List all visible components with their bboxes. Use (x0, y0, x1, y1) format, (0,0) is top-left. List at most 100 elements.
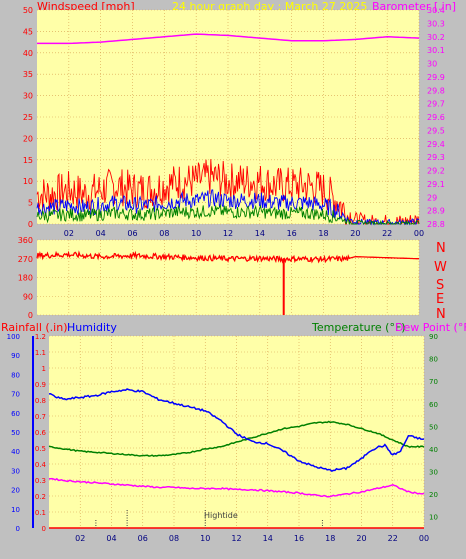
temperature-axis-title: Temperature (°F) (311, 321, 406, 334)
temperature-tick-label: 20 (429, 491, 438, 499)
barometer-tick-label: 29 (427, 193, 437, 202)
time-tick-label: 10 (200, 534, 210, 543)
rainfall-tick-label: 0.5 (35, 445, 46, 453)
direction-tick-label: 360 (18, 236, 33, 245)
temperature-tick-label: 80 (429, 356, 438, 364)
compass-n-top: N (436, 241, 446, 256)
time-tick-label: 12 (231, 534, 241, 543)
windspeed-ticks: 0 5 10 15 20 25 30 35 40 45 50 (23, 6, 33, 229)
barometer-tick-label: 30.1 (427, 46, 445, 55)
windspeed-tick-label: 0 (28, 220, 33, 229)
humidity-tick-label: 100 (7, 333, 20, 341)
time-tick-label: 06 (138, 534, 148, 543)
direction-tick-label: 180 (18, 274, 33, 283)
rainfall-tick-label: 0.3 (35, 477, 46, 485)
windspeed-tick-label: 10 (23, 177, 33, 186)
barometer-tick-label: 29.7 (427, 100, 445, 109)
humidity-tick-label: 20 (11, 487, 20, 495)
windspeed-tick-label: 45 (23, 27, 33, 36)
time-tick-label: 08 (159, 229, 169, 238)
compass-n-bottom: N (436, 307, 446, 322)
barometer-line (37, 33, 420, 45)
barometer-tick-label: 29.6 (427, 113, 445, 122)
barometer-tick-label: 30.2 (427, 33, 445, 42)
temperature-ticks: 10 20 30 40 50 60 70 80 90 (429, 333, 438, 522)
wind-average-trace (36, 189, 420, 226)
rainfall-tick-label: 1 (42, 365, 46, 373)
humidity-tick-label: 40 (11, 448, 20, 456)
windspeed-tick-label: 20 (23, 134, 33, 143)
humidity-tick-label: 60 (11, 410, 20, 418)
humidity-line (48, 388, 425, 472)
temperature-tick-label: 50 (429, 423, 438, 431)
time-tick-label: 08 (169, 534, 179, 543)
direction-tick-label: 90 (23, 292, 33, 301)
temperature-tick-label: 60 (429, 401, 438, 409)
humidity-tick-label: 0 (16, 525, 20, 533)
rainfall-tick-label: 0.2 (35, 493, 46, 501)
barometer-tick-label: 29.4 (427, 140, 445, 149)
wind-series (36, 33, 420, 226)
rainfall-tick-label: 1.1 (35, 349, 46, 357)
compass-s: S (436, 278, 444, 293)
windspeed-tick-label: 50 (23, 6, 33, 15)
rainfall-tick-label: 1.2 (35, 333, 46, 341)
humidity-tick-label: 80 (11, 371, 20, 379)
windspeed-tick-label: 25 (23, 113, 33, 122)
time-tick-label: 12 (223, 229, 233, 238)
rainfall-tick-label: 0.9 (35, 381, 46, 389)
temp-time-ticks: 02 04 06 08 10 12 14 16 18 20 22 00 (75, 534, 429, 543)
dewpoint-axis-title: Dew Point (°F) (395, 321, 466, 334)
windspeed-tick-label: 35 (23, 70, 33, 79)
rainfall-ticks: 0 0.1 0.2 0.3 0.4 0.5 0.6 0.7 0.8 0.9 1 1.1 1.2 (35, 333, 47, 533)
direction-ticks: 0 90 180 270 360 (18, 236, 33, 320)
time-tick-label: 20 (350, 229, 360, 238)
barometer-tick-label: 28.8 (427, 220, 445, 229)
barometer-tick-label: 29.5 (427, 126, 445, 135)
humidity-tick-label: 30 (11, 467, 20, 475)
barometer-tick-label: 30 (427, 60, 437, 69)
temperature-tick-label: 70 (429, 378, 438, 386)
rainfall-axis-title: Rainfall (.in) (1, 321, 68, 334)
time-tick-label: 16 (287, 229, 297, 238)
compass-labels: N W S E N (434, 241, 447, 322)
time-tick-label: 18 (318, 229, 328, 238)
humidity-tick-label: 90 (11, 352, 20, 360)
time-tick-label: 14 (263, 534, 273, 543)
barometer-ticks: 28.8 28.9 29 29.1 29.2 29.3 29.4 29.5 29.6 29.7 29… (427, 6, 445, 229)
direction-trace (36, 250, 419, 264)
direction-tick-label: 270 (18, 255, 33, 264)
barometer-axis-title: Barometer [.in] (372, 0, 456, 13)
wind-low-trace (36, 203, 420, 226)
time-tick-label: 18 (325, 534, 335, 543)
wind-time-ticks: 02 04 06 08 10 12 14 16 18 20 22 00 (64, 229, 424, 238)
humidity-ticks: 0 10 20 30 40 50 60 70 80 90 100 (7, 333, 20, 533)
time-tick-label: 22 (382, 229, 392, 238)
rainfall-tick-label: 0.1 (35, 509, 46, 517)
rainfall-tick-label: 0.8 (35, 397, 46, 405)
wind-gust-trace (36, 159, 420, 226)
time-tick-label: 16 (294, 534, 304, 543)
time-tick-label: 04 (96, 229, 106, 238)
humidity-tick-label: 70 (11, 391, 20, 399)
windspeed-tick-label: 40 (23, 49, 33, 58)
compass-e: E (436, 292, 444, 307)
windspeed-tick-label: 15 (23, 156, 33, 165)
time-tick-label: 02 (64, 229, 74, 238)
hightide-markers (95, 510, 323, 528)
rainfall-tick-label: 0.6 (35, 429, 47, 437)
barometer-tick-label: 30.4 (427, 6, 445, 15)
time-tick-label: 00 (419, 534, 429, 543)
dewpoint-line (49, 477, 425, 498)
rainfall-tick-label: 0.7 (35, 413, 46, 421)
barometer-tick-label: 29.9 (427, 73, 445, 82)
barometer-tick-label: 29.2 (427, 167, 445, 176)
time-tick-label: 22 (388, 534, 398, 543)
time-tick-label: 10 (191, 229, 201, 238)
wind-grid (37, 9, 420, 225)
humidity-axis-title: Humidity (67, 321, 117, 334)
barometer-tick-label: 30.3 (427, 19, 445, 28)
temperature-tick-label: 30 (429, 469, 438, 477)
barometer-tick-label: 29.3 (427, 153, 445, 162)
compass-w: W (434, 260, 447, 275)
